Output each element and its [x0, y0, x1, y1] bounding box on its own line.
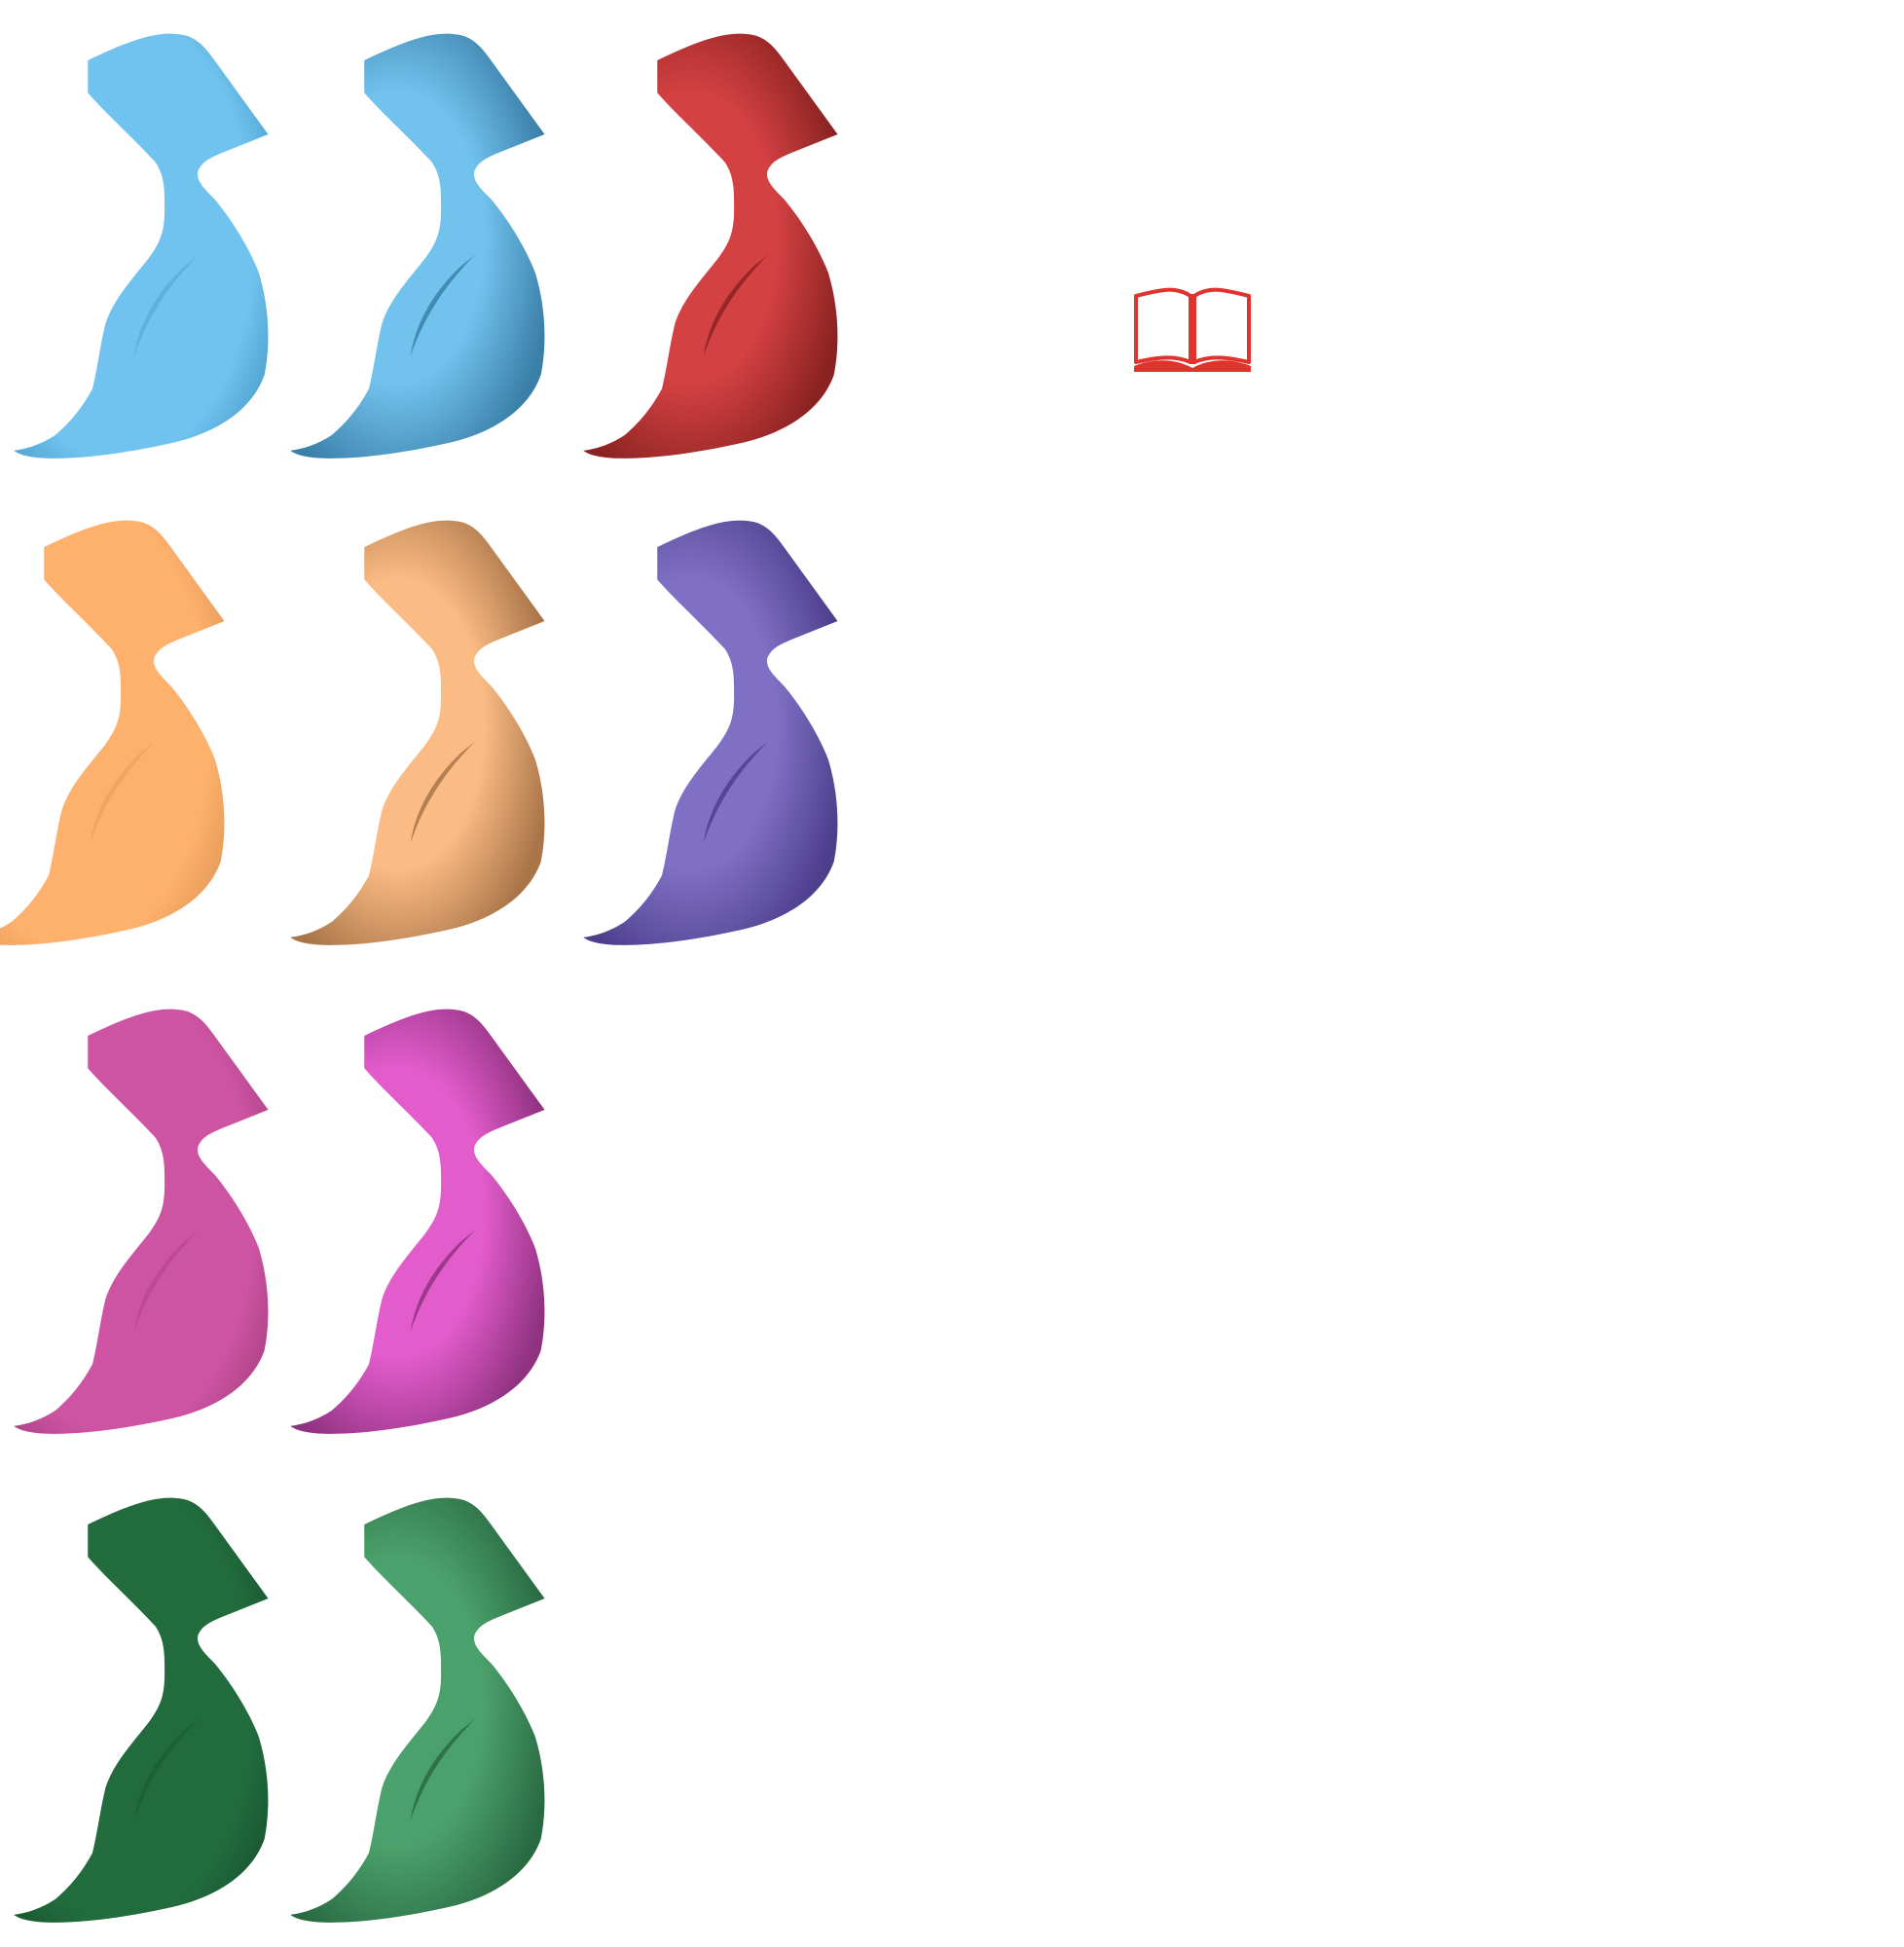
- sprite-body: [0, 520, 225, 945]
- sprite-red-shaded: [583, 33, 838, 459]
- sprite-green-shaded: [290, 1497, 545, 1923]
- sprite-blue-shaded: [290, 33, 545, 459]
- sprite-orange-shaded: [290, 520, 545, 945]
- open-book-icon: [1134, 287, 1251, 372]
- sprite-body: [583, 33, 838, 459]
- sprite-body: [290, 33, 545, 459]
- sprite-orange-light: [0, 520, 225, 945]
- sprite-body: [290, 1497, 545, 1923]
- sprite-body: [14, 33, 269, 459]
- sprite-body: [290, 1009, 545, 1434]
- sprite-purple-shaded: [583, 520, 838, 945]
- sprite-blue-light: [14, 33, 269, 459]
- sprite-body: [14, 1009, 269, 1434]
- sprite-pink-soft: [14, 1009, 269, 1434]
- sprite-green-dark: [14, 1497, 269, 1923]
- sprite-body: [290, 520, 545, 945]
- sprite-body: [583, 520, 838, 945]
- sprite-magenta-shaded: [290, 1009, 545, 1434]
- sprite-body: [14, 1497, 269, 1923]
